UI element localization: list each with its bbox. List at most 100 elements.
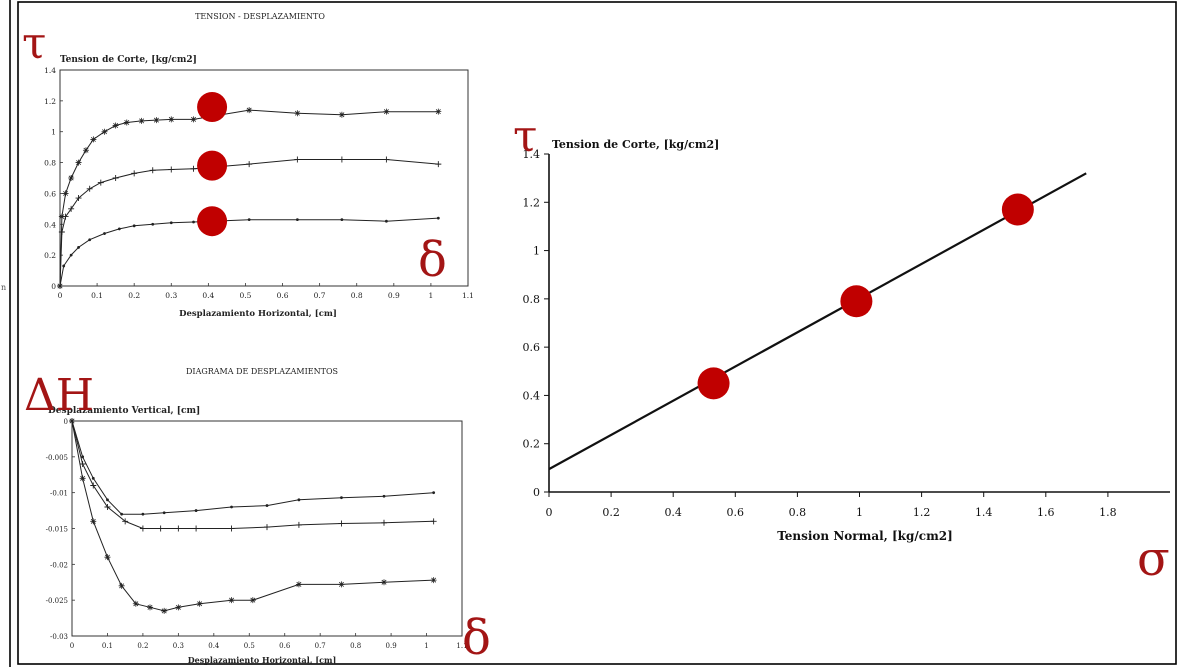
chart3-x-tick-label: 1.4 xyxy=(975,506,993,519)
tau-symbol-top: τ xyxy=(22,18,46,69)
chart3-x-tick-label: 1.6 xyxy=(1037,506,1055,519)
chart1-plot-area xyxy=(59,69,469,287)
chart3-x-tick-label: 0 xyxy=(546,506,553,519)
chart2-series-3-point xyxy=(249,597,256,604)
chart2-series-3-point xyxy=(295,581,302,588)
chart2-series-3-point xyxy=(381,579,387,586)
delta-symbol-bottom: δ xyxy=(462,610,491,666)
chart1-series-3-point xyxy=(295,218,299,222)
chart2-x-tick-label: 0.9 xyxy=(386,642,397,650)
chart2-series-3-point xyxy=(430,577,437,584)
chart1-series-2-point xyxy=(435,161,442,168)
chart2-series-2-point xyxy=(228,525,235,532)
chart2-series-1-point xyxy=(91,476,95,480)
chart1-series-3-point xyxy=(340,218,344,222)
chart2-series-3-point xyxy=(90,518,97,525)
chart2-series-2-point xyxy=(90,482,97,489)
chart2-series-2-point xyxy=(122,518,129,525)
chart1-series-2-point xyxy=(62,213,69,220)
chart1-x-tick-label: 0.2 xyxy=(128,291,140,300)
chart1-x-tick-label: 0.6 xyxy=(277,291,289,300)
shear-vs-normal-chart: Tension de Corte, [kg/cm2] 0 0.2 0.4 0.6 0.8… xyxy=(523,138,1170,543)
chart2-series-1-point xyxy=(81,455,85,459)
chart2-series-1-point xyxy=(432,491,436,495)
chart2-series-2-point xyxy=(139,525,146,532)
main-frame xyxy=(17,1,1177,665)
chart2-series-2-point xyxy=(381,519,387,526)
chart2-series-3-line xyxy=(71,420,434,612)
chart1-series-1-point xyxy=(123,119,130,126)
chart1-series-2-point xyxy=(75,195,82,202)
chart3-x-tick-label: 0.8 xyxy=(789,506,807,519)
tau-symbol-right: τ xyxy=(513,111,537,162)
chart1-x-tick-label: 1 xyxy=(429,291,434,300)
chart1-series-3-point xyxy=(88,238,92,242)
chart1-series-2-point xyxy=(294,156,301,163)
chart3-y-tick-label: 0.8 xyxy=(523,293,541,306)
chart1-series-1-point xyxy=(90,136,97,143)
chart1-series-3-line xyxy=(59,217,439,287)
chart2-series-2-point xyxy=(104,504,111,510)
chart3-data-point xyxy=(1001,193,1034,226)
chart1-series-3-point xyxy=(62,264,66,268)
chart1-title: TENSION - DESPLAZAMIENTO xyxy=(195,12,325,21)
chart2-series-1-point xyxy=(120,512,124,516)
chart2-series-2-point xyxy=(175,525,182,532)
chart3-x-tick-label: 0.6 xyxy=(727,506,745,519)
chart1-series-3-point xyxy=(192,220,195,224)
chart1-series-3-point xyxy=(132,224,136,228)
chart3-data-point xyxy=(840,285,873,318)
chart1-series-1-point xyxy=(190,116,197,123)
chart2-series-3-point xyxy=(147,604,153,611)
chart1-series-1-point xyxy=(435,108,442,115)
chart2-series-3-point xyxy=(118,582,125,589)
chart1-series-3-point xyxy=(247,218,251,222)
chart2-y-tick-label: -0.02 xyxy=(50,561,68,569)
chart1-series-2-point xyxy=(149,167,156,174)
chart1-series-2-line xyxy=(59,159,439,287)
chart2-x-tick-label: 0.7 xyxy=(315,642,326,650)
edge-mark: n xyxy=(1,283,6,292)
chart2-x-tick-label: 0.2 xyxy=(137,642,148,650)
chart1-series-1-point xyxy=(58,213,65,220)
chart1-y-tick-label: 0.6 xyxy=(44,189,56,198)
chart3-data-point xyxy=(697,367,730,400)
chart2-series-1-point xyxy=(297,498,301,502)
chart1-series-3-point xyxy=(169,221,173,225)
chart1-series-1-point xyxy=(168,116,175,123)
chart1-x-tick-label: 0.9 xyxy=(388,291,400,300)
chart3-x-tick-label: 0.4 xyxy=(664,506,682,519)
chart1-series-2-point xyxy=(131,170,138,177)
chart1-x-tick-label: 0.3 xyxy=(165,291,177,300)
chart1-x-tick-label: 0.7 xyxy=(314,291,326,300)
chart3-ylabel: Tension de Corte, [kg/cm2] xyxy=(552,138,719,151)
chart1-series-1-point xyxy=(338,111,345,118)
chart1-series-3-point xyxy=(69,253,73,257)
chart1-highlight-marker xyxy=(197,150,228,181)
chart1-series-1-point xyxy=(383,108,390,115)
chart2-series-2-point xyxy=(157,525,164,532)
chart3-fit-line xyxy=(548,172,1087,471)
chart1-series-1-point xyxy=(246,107,253,114)
chart2-series-3-point xyxy=(132,600,139,607)
chart1-series-1-point xyxy=(294,110,301,117)
chart1-highlight-marker xyxy=(197,206,228,237)
chart2-series-1-point xyxy=(106,498,109,502)
chart1-series-3-point xyxy=(77,246,80,249)
chart2-y-tick-label: -0.03 xyxy=(50,633,68,641)
chart2-series-2-point xyxy=(295,521,302,528)
chart2-series-1-point xyxy=(230,505,233,509)
chart2-x-tick-label: 0.8 xyxy=(350,642,361,650)
chart3-y-tick-label: 1 xyxy=(533,245,540,258)
chart1-series-3-point xyxy=(436,216,440,220)
chart3-xlabel: Tension Normal, [kg/cm2] xyxy=(777,529,953,543)
chart1-series-1-point xyxy=(68,175,75,181)
chart1-series-2-point xyxy=(86,185,93,192)
chart2-series-3-point xyxy=(79,475,86,482)
chart2-x-tick-label: 0.6 xyxy=(279,642,291,650)
chart1-ylabel: Tension de Corte, [kg/cm2] xyxy=(60,55,197,65)
delta-h-symbol: ΔH xyxy=(24,370,94,421)
chart2-y-tick-label: -0.01 xyxy=(50,490,68,498)
chart1-y-tick-label: 1 xyxy=(51,128,56,137)
